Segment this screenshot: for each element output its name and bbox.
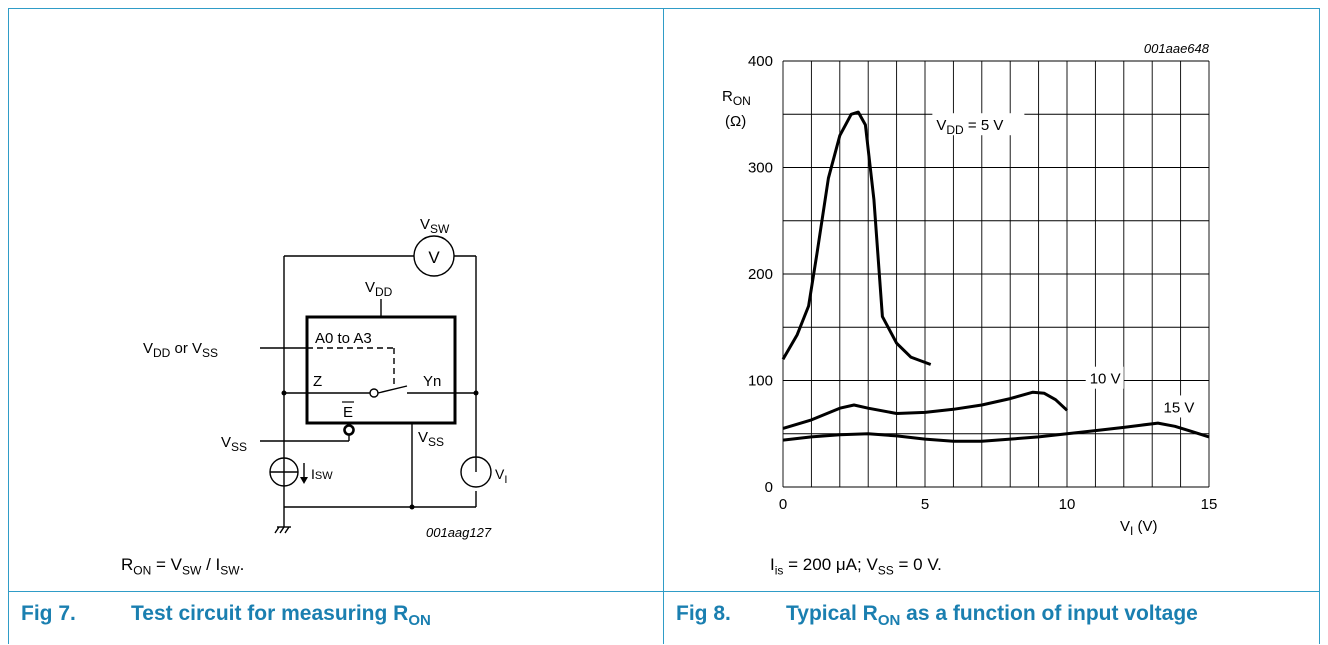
figure-title: Test circuit for measuring RON — [131, 602, 431, 630]
series-line-3 — [782, 421, 1210, 443]
isw-label: ISW — [311, 466, 333, 482]
y-tick-label: 200 — [748, 266, 773, 283]
series-line-1 — [781, 110, 932, 366]
x-tick-label: 15 — [1201, 496, 1218, 513]
series-label-2: 10 V — [1090, 371, 1121, 388]
figure-number: Fig 7. — [21, 602, 76, 625]
x-tick-label: 0 — [779, 496, 787, 513]
series-label-background — [932, 113, 1025, 136]
figure-8-panel: 0 100 200 300 400 0 5 10 15 VDD = 5 V 10 V 15 V RON (… — [664, 8, 1320, 644]
x-tick-label: 10 — [1059, 496, 1076, 513]
figure-7-caption: Fig 7. Test circuit for measuring RON — [9, 591, 663, 645]
figure-number: Fig 8. — [676, 602, 731, 625]
vss-input-label: VSS — [221, 434, 247, 454]
circuit-code: 001aag127 — [426, 525, 492, 540]
y-tick-label: 0 — [765, 479, 773, 496]
x-tick-label: 5 — [921, 496, 929, 513]
figure-title: Typical RON as a function of input volta… — [786, 602, 1198, 630]
enable-label: E — [343, 404, 353, 421]
vdd-label: VDD — [365, 279, 393, 299]
test-circuit-diagram: V VSW VDD VDD or VSS A0 to A3 Z Yn E VSS… — [143, 216, 507, 540]
address-label: A0 to A3 — [315, 330, 372, 347]
y-axis-label: RON — [722, 88, 751, 108]
test-conditions-note: Iis = 200 μA; VSS = 0 V. — [770, 555, 942, 578]
figure-7-panel: V VSW VDD VDD or VSS A0 to A3 Z Yn E VSS… — [8, 8, 664, 644]
vss-chip-label: VSS — [418, 429, 444, 449]
y-tick-label: 100 — [748, 373, 773, 390]
series-line-2 — [782, 390, 1069, 430]
vdd-or-vss-label: VDD or VSS — [143, 340, 218, 360]
z-pin-label: Z — [313, 373, 322, 390]
vsw-label: VSW — [420, 216, 450, 236]
x-axis-label: VI (V) — [1120, 518, 1158, 538]
figure-8-caption: Fig 8. Typical RON as a function of inpu… — [664, 591, 1319, 645]
y-tick-label: 400 — [748, 53, 773, 70]
series-label-background — [1159, 395, 1198, 418]
ron-formula-note: RON = VSW / ISW. — [121, 555, 245, 578]
y-axis-unit: (Ω) — [725, 113, 746, 130]
chart-code: 001aae648 — [1144, 41, 1210, 56]
series-label-3: 15 V — [1164, 399, 1195, 416]
yn-pin-label: Yn — [423, 373, 441, 390]
y-tick-label: 300 — [748, 160, 773, 177]
ron-vs-input-voltage-chart: 0 100 200 300 400 0 5 10 15 VDD = 5 V 10 V 15 V RON (… — [722, 41, 1218, 538]
series-label-background — [1085, 366, 1124, 389]
voltmeter-label: V — [428, 248, 440, 267]
series-label-1: VDD = 5 V — [936, 117, 1003, 137]
vi-label: VI — [495, 466, 507, 486]
